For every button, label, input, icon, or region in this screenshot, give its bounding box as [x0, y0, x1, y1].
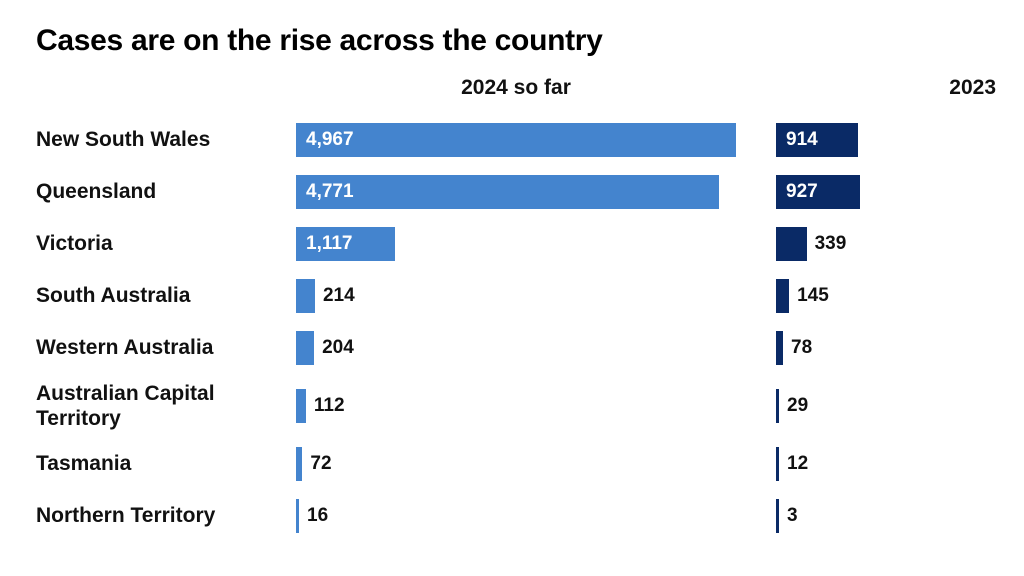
row-label: South Australia [36, 270, 296, 322]
primary-bar [296, 279, 315, 313]
column-header-primary: 2024 so far [296, 76, 736, 114]
primary-bar-cell: 16 [296, 490, 736, 542]
secondary-bar-cell: 29 [776, 374, 996, 438]
gap-cell [736, 166, 776, 218]
primary-bar [296, 447, 302, 481]
row-label: Victoria [36, 218, 296, 270]
secondary-bar-cell: 78 [776, 322, 996, 374]
gap-cell [736, 270, 776, 322]
row-label: Queensland [36, 166, 296, 218]
primary-bar [296, 389, 306, 423]
secondary-value: 3 [779, 505, 798, 527]
secondary-bar [776, 389, 779, 423]
secondary-bar [776, 331, 783, 365]
row-label-header [36, 76, 296, 114]
row-label: Tasmania [36, 438, 296, 490]
primary-value: 112 [306, 395, 345, 417]
primary-bar-cell: 4,967 [296, 114, 736, 166]
gap-cell [736, 374, 776, 438]
secondary-bar-cell: 12 [776, 438, 996, 490]
primary-value: 1,117 [296, 233, 353, 255]
primary-value: 4,967 [296, 129, 354, 151]
primary-bar-cell: 112 [296, 374, 736, 438]
primary-bar: 1,117 [296, 227, 395, 261]
primary-bar [296, 331, 314, 365]
secondary-bar-cell: 339 [776, 218, 996, 270]
primary-value: 204 [314, 337, 354, 359]
primary-bar: 4,967 [296, 123, 736, 157]
secondary-bar [776, 279, 789, 313]
bar-chart: 2024 so far 2023 New South Wales4,967914… [36, 76, 988, 542]
row-label: New South Wales [36, 114, 296, 166]
primary-bar-cell: 72 [296, 438, 736, 490]
gap-cell [736, 114, 776, 166]
column-header-secondary: 2023 [776, 76, 996, 114]
row-label: Australian Capital Territory [36, 374, 296, 438]
secondary-bar-cell: 3 [776, 490, 996, 542]
primary-bar-cell: 204 [296, 322, 736, 374]
secondary-bar-cell: 927 [776, 166, 996, 218]
row-label: Western Australia [36, 322, 296, 374]
secondary-value: 339 [807, 233, 847, 255]
secondary-bar [776, 447, 779, 481]
primary-bar [296, 499, 299, 533]
gap-cell [736, 490, 776, 542]
secondary-bar: 927 [776, 175, 860, 209]
secondary-value: 78 [783, 337, 812, 359]
secondary-value: 927 [776, 181, 818, 203]
primary-bar: 4,771 [296, 175, 719, 209]
primary-value: 72 [302, 453, 331, 475]
secondary-bar-cell: 145 [776, 270, 996, 322]
primary-bar-cell: 4,771 [296, 166, 736, 218]
secondary-value: 914 [776, 129, 818, 151]
column-gap [736, 76, 776, 114]
secondary-value: 12 [779, 453, 808, 475]
secondary-bar [776, 227, 807, 261]
secondary-bar [776, 499, 779, 533]
gap-cell [736, 322, 776, 374]
primary-value: 214 [315, 285, 355, 307]
secondary-bar-cell: 914 [776, 114, 996, 166]
primary-value: 4,771 [296, 181, 354, 203]
row-label: Northern Territory [36, 490, 296, 542]
primary-bar-cell: 214 [296, 270, 736, 322]
primary-value: 16 [299, 505, 328, 527]
primary-bar-cell: 1,117 [296, 218, 736, 270]
secondary-value: 145 [789, 285, 829, 307]
secondary-value: 29 [779, 395, 808, 417]
chart-title: Cases are on the rise across the country [36, 24, 988, 58]
gap-cell [736, 218, 776, 270]
chart-container: Cases are on the rise across the country… [0, 0, 1024, 552]
secondary-bar: 914 [776, 123, 858, 157]
gap-cell [736, 438, 776, 490]
